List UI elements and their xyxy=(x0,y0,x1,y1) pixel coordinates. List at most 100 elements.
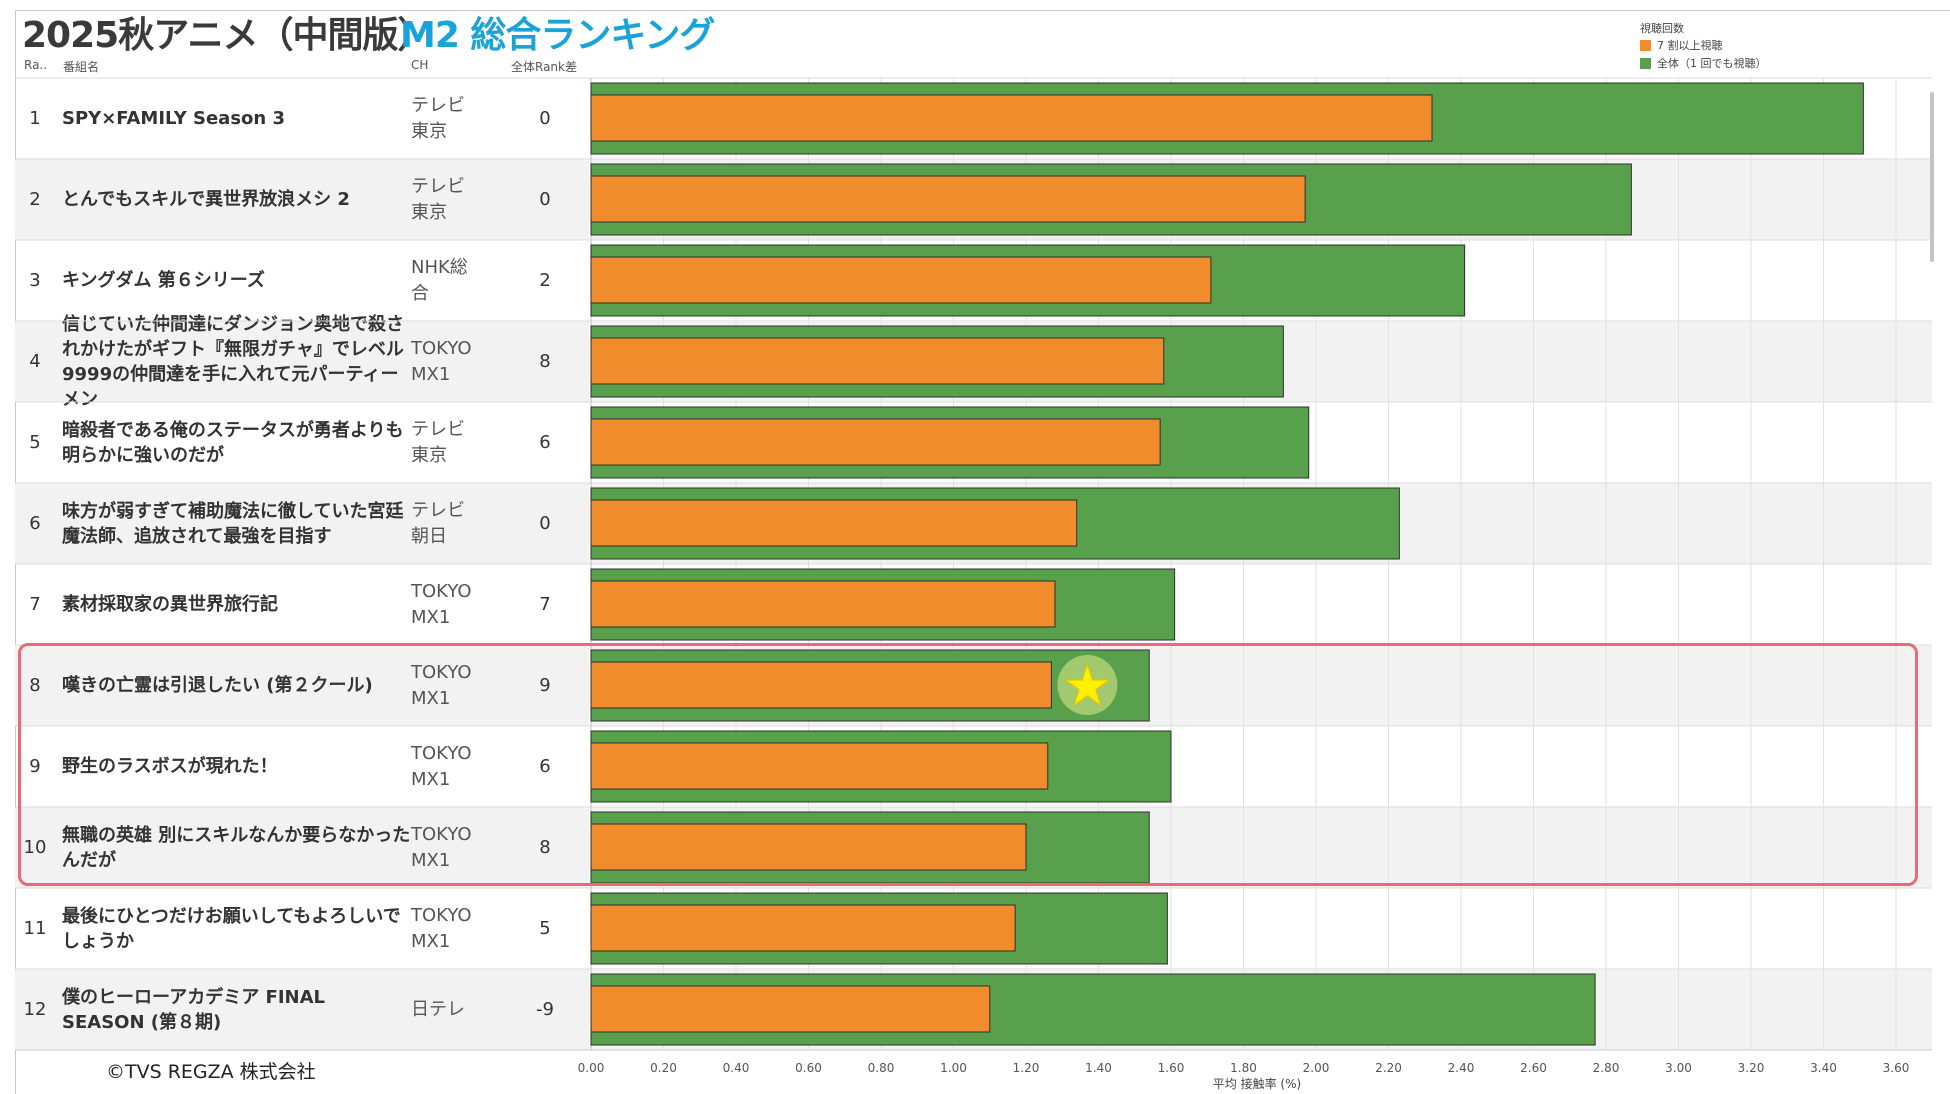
program-name-cell: 最後にひとつだけお願いしてもよろしいでしょうか xyxy=(62,888,412,969)
page-title: 2025秋アニメ（中間版） xyxy=(22,15,433,56)
table-row[interactable]: 8 嘆きの亡霊は引退したい (第２クール) TOKYO MX1 9 xyxy=(15,645,589,726)
channel-cell: TOKYO MX1 xyxy=(411,888,531,969)
rank-cell: 5 xyxy=(29,432,41,453)
x-tick-label: 1.40 xyxy=(1085,1061,1112,1075)
legend-label-all: 全体（1 回でも視聴） xyxy=(1657,57,1767,70)
bar-top70-viewers xyxy=(590,94,1433,142)
copyright: ©TVS REGZA 株式会社 xyxy=(106,1061,316,1083)
rank-cell: 2 xyxy=(29,189,41,210)
x-tick-label: 2.40 xyxy=(1448,1061,1475,1075)
rank-cell: 7 xyxy=(29,594,41,615)
legend-swatch-green xyxy=(1640,57,1651,69)
legend-item-top70[interactable]: 7 割以上視聴 xyxy=(1640,36,1767,54)
channel-name: TOKYO MX1 xyxy=(411,823,472,871)
rank-cell: 8 xyxy=(29,675,41,696)
column-header-ch[interactable]: CH xyxy=(411,58,429,72)
rank-cell: 9 xyxy=(29,756,41,777)
program-name: 素材採取家の異世界旅行記 xyxy=(62,594,278,615)
channel-name: TOKYO MX1 xyxy=(411,904,472,952)
column-header-rank[interactable]: Ra.. xyxy=(24,58,48,72)
x-tick-label: 3.00 xyxy=(1665,1061,1692,1075)
program-name-cell: SPY×FAMILY Season 3 xyxy=(62,78,412,159)
bar-top70-viewers xyxy=(590,337,1165,385)
program-name-cell: 素材採取家の異世界旅行記 xyxy=(62,564,412,645)
table-row[interactable]: 6 味方が弱すぎて補助魔法に徹していた宮廷魔法師、追放されて最強を目指す テレビ朝日… xyxy=(15,483,589,564)
bar-top70-viewers xyxy=(590,904,1016,952)
legend: 視聴回数 7 割以上視聴 全体（1 回でも視聴） xyxy=(1640,20,1767,72)
program-name: 最後にひとつだけお願いしてもよろしいでしょうか xyxy=(62,905,401,952)
channel-cell: TOKYO MX1 xyxy=(411,807,531,888)
program-name: 嘆きの亡霊は引退したい (第２クール) xyxy=(62,675,373,696)
rank-diff-cell: -9 xyxy=(536,999,554,1020)
rank-diff-cell: 8 xyxy=(539,351,551,372)
program-name-cell: 嘆きの亡霊は引退したい (第２クール) xyxy=(62,645,412,726)
rank-diff-cell: 0 xyxy=(539,513,551,534)
x-tick-label: 1.80 xyxy=(1230,1061,1257,1075)
program-name-cell: 味方が弱すぎて補助魔法に徹していた宮廷魔法師、追放されて最強を目指す xyxy=(62,483,412,564)
rank-cell: 3 xyxy=(29,270,41,291)
bar-top70-viewers xyxy=(590,661,1052,709)
table-row[interactable]: 9 野生のラスボスが現れた！ TOKYO MX1 6 xyxy=(15,726,589,807)
program-name: 僕のヒーローアカデミア FINAL SEASON (第８期) xyxy=(62,986,326,1033)
channel-name: テレビ東京 xyxy=(411,175,465,223)
program-name: キングダム 第６シリーズ xyxy=(62,270,265,291)
table-row[interactable]: 1 SPY×FAMILY Season 3 テレビ東京 0 xyxy=(15,78,589,159)
bar-top70-viewers xyxy=(590,499,1078,547)
table-row[interactable]: 2 とんでもスキルで異世界放浪メシ 2 テレビ東京 0 xyxy=(15,159,589,240)
table-row[interactable]: 5 暗殺者である俺のステータスが勇者よりも明らかに強いのだが テレビ東京 6 xyxy=(15,402,589,483)
channel-name: テレビ東京 xyxy=(411,94,465,142)
channel-name: テレビ東京 xyxy=(411,418,465,466)
program-name: 味方が弱すぎて補助魔法に徹していた宮廷魔法師、追放されて最強を目指す xyxy=(62,500,404,547)
rank-diff-cell: 7 xyxy=(539,594,551,615)
channel-cell: TOKYO MX1 xyxy=(411,726,531,807)
bar-top70-viewers xyxy=(590,985,991,1033)
program-name: SPY×FAMILY Season 3 xyxy=(62,108,286,129)
program-name-cell: 無職の英雄 別にスキルなんか要らなかったんだが xyxy=(62,807,412,888)
program-name: 野生のラスボスが現れた！ xyxy=(62,756,278,777)
channel-name: TOKYO MX1 xyxy=(411,580,472,628)
rank-diff-cell: 8 xyxy=(539,837,551,858)
x-tick-label: 3.20 xyxy=(1738,1061,1765,1075)
x-tick-label: 0.00 xyxy=(578,1061,605,1075)
star-icon: ★ xyxy=(1062,654,1112,719)
table-row[interactable]: 7 素材採取家の異世界旅行記 TOKYO MX1 7 xyxy=(15,564,589,645)
channel-cell: 日テレ xyxy=(411,969,531,1050)
table-row[interactable]: 3 キングダム 第６シリーズ NHK総合 2 xyxy=(15,240,589,321)
bar-top70-viewers xyxy=(590,256,1212,304)
channel-name: 日テレ xyxy=(411,998,465,1020)
channel-cell: テレビ東京 xyxy=(411,159,531,240)
program-name: 無職の英雄 別にスキルなんか要らなかったんだが xyxy=(62,824,411,871)
bar-top70-viewers xyxy=(590,823,1027,871)
program-name-cell: 暗殺者である俺のステータスが勇者よりも明らかに強いのだが xyxy=(62,402,412,483)
rank-diff-cell: 0 xyxy=(539,189,551,210)
channel-cell: テレビ朝日 xyxy=(411,483,531,564)
x-tick-label: 2.20 xyxy=(1375,1061,1402,1075)
x-tick-label: 0.80 xyxy=(868,1061,895,1075)
table-row[interactable]: 10 無職の英雄 別にスキルなんか要らなかったんだが TOKYO MX1 8 xyxy=(15,807,589,888)
rank-cell: 1 xyxy=(29,108,41,129)
x-tick-label: 1.20 xyxy=(1013,1061,1040,1075)
bar-top70-viewers xyxy=(590,418,1161,466)
column-header-name[interactable]: 番組名 xyxy=(63,60,100,74)
legend-item-all[interactable]: 全体（1 回でも視聴） xyxy=(1640,54,1767,72)
table-row[interactable]: 4 信じていた仲間達にダンジョン奥地で殺されかけたがギフト『無限ガチャ』でレベル9… xyxy=(15,314,589,410)
channel-cell: TOKYO MX1 xyxy=(411,645,531,726)
x-tick-label: 2.80 xyxy=(1593,1061,1620,1075)
channel-name: TOKYO MX1 xyxy=(411,337,472,385)
x-tick-label: 2.60 xyxy=(1520,1061,1547,1075)
channel-name: NHK総合 xyxy=(411,256,468,304)
program-name: 暗殺者である俺のステータスが勇者よりも明らかに強いのだが xyxy=(62,419,404,466)
program-name-cell: キングダム 第６シリーズ xyxy=(62,240,412,321)
rank-cell: 4 xyxy=(29,351,41,372)
x-tick-label: 1.60 xyxy=(1158,1061,1185,1075)
bar-top70-viewers xyxy=(590,175,1306,223)
vertical-scrollbar[interactable] xyxy=(1930,92,1934,262)
channel-cell: TOKYO MX1 xyxy=(411,564,531,645)
channel-name: テレビ朝日 xyxy=(411,499,465,547)
bar-top70-viewers xyxy=(590,742,1049,790)
table-row[interactable]: 11 最後にひとつだけお願いしてもよろしいでしょうか TOKYO MX1 5 xyxy=(15,888,589,969)
column-header-diff[interactable]: 全体Rank差 xyxy=(511,60,577,74)
table-row[interactable]: 12 僕のヒーローアカデミア FINAL SEASON (第８期) 日テレ -9 xyxy=(15,969,589,1050)
program-name-cell: 信じていた仲間達にダンジョン奥地で殺されかけたがギフト『無限ガチャ』でレベル99… xyxy=(62,314,412,410)
